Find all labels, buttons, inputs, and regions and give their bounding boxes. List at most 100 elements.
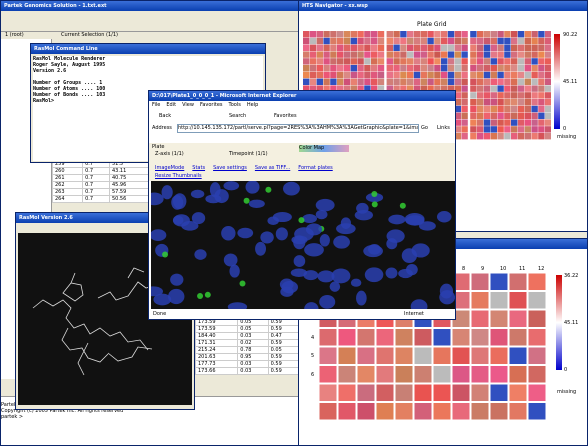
well [497, 126, 504, 133]
well [461, 133, 468, 140]
well [400, 58, 407, 65]
link[interactable]: ImageMode [155, 165, 185, 171]
well [545, 119, 551, 126]
address-field[interactable]: http://10.145.135.172/partl/serve.pl?pag… [177, 124, 419, 133]
row: 171.31 0.02 0.59 [194, 339, 300, 347]
link[interactable]: Format plates [298, 165, 333, 171]
cell [399, 202, 406, 209]
well [524, 92, 531, 99]
well [483, 78, 491, 85]
well [364, 65, 371, 72]
back-button[interactable]: Back [159, 113, 172, 119]
resize-link[interactable]: Resize Thumbnails [155, 173, 202, 179]
well [477, 51, 484, 58]
well [371, 58, 378, 65]
well [511, 71, 518, 79]
well [497, 31, 504, 38]
well [545, 133, 551, 140]
well [357, 71, 364, 79]
well [524, 112, 531, 119]
well [427, 37, 434, 45]
well [357, 51, 364, 58]
well [343, 71, 351, 79]
well [545, 105, 551, 113]
well [371, 37, 378, 45]
well [309, 78, 317, 85]
menu-item[interactable]: Favorites [199, 102, 223, 108]
menu-item[interactable]: View [182, 102, 194, 108]
well [407, 71, 414, 79]
table-top: 259 0.7 51.5 260 0.7 43.11 261 0.7 40.75 262 0.7 45… [51, 160, 151, 203]
search-button[interactable]: Search [229, 113, 247, 119]
well [434, 71, 441, 79]
well [511, 99, 518, 106]
go-button[interactable]: Go [421, 125, 428, 131]
well [375, 328, 395, 347]
zone: Internet [404, 311, 424, 317]
well [413, 402, 433, 421]
menu-item[interactable]: Edit [166, 102, 177, 108]
cell [227, 302, 248, 309]
well [337, 31, 344, 38]
favorites-button[interactable]: Favorites [274, 113, 297, 119]
console-line: RasMol Molecule Renderer [33, 56, 106, 62]
plate-label: Plate [152, 144, 165, 150]
cell [151, 192, 164, 206]
well [545, 44, 551, 51]
well [451, 365, 471, 384]
link[interactable]: Save as TIFF... [254, 165, 291, 171]
well [531, 112, 538, 119]
well [538, 44, 545, 51]
cell [162, 251, 169, 258]
cell [439, 290, 455, 305]
cell [356, 290, 367, 306]
cell [293, 255, 306, 267]
well [461, 119, 468, 126]
menu-item[interactable]: Tools [228, 102, 241, 108]
well [427, 71, 434, 79]
well [413, 383, 433, 402]
well [400, 31, 407, 38]
well [377, 44, 385, 51]
color-map[interactable]: Color Map [299, 145, 349, 152]
tab[interactable]: Current Selection (1/1) [61, 32, 118, 38]
well [461, 105, 468, 113]
link[interactable]: Stats [192, 165, 206, 171]
well [504, 126, 511, 133]
tab[interactable]: 1 (root) [5, 32, 24, 38]
well [451, 346, 471, 365]
link[interactable]: Save settings [213, 165, 247, 171]
well [393, 58, 400, 65]
well [343, 85, 351, 92]
well [447, 78, 455, 85]
well [319, 383, 338, 402]
cell [364, 267, 384, 283]
row: 261 0.7 40.75 [51, 174, 151, 182]
console-line: Roger Sayle, August 1995 [33, 62, 106, 68]
cell [290, 268, 308, 278]
cell [205, 194, 222, 204]
well [461, 112, 468, 119]
links[interactable]: Links [437, 125, 450, 131]
menu-item[interactable]: Help [246, 102, 259, 108]
row-label: 6 [311, 371, 315, 378]
well [545, 126, 551, 133]
well [504, 71, 511, 79]
well [461, 85, 468, 92]
cell [317, 270, 335, 283]
title-bar: HTS Navigator - xx.wsp [299, 1, 587, 11]
well [470, 328, 490, 347]
well [538, 51, 545, 58]
cell [371, 201, 378, 208]
well [490, 37, 497, 45]
well [394, 346, 414, 365]
well [470, 37, 477, 45]
cell: 0.59 [267, 339, 300, 347]
row: 177.73 0.03 0.59 [194, 360, 300, 368]
menu-item[interactable]: File [152, 102, 161, 108]
cell: 261 [51, 174, 84, 182]
well [489, 309, 509, 328]
well [497, 37, 504, 45]
well [343, 58, 351, 65]
well [420, 44, 427, 51]
